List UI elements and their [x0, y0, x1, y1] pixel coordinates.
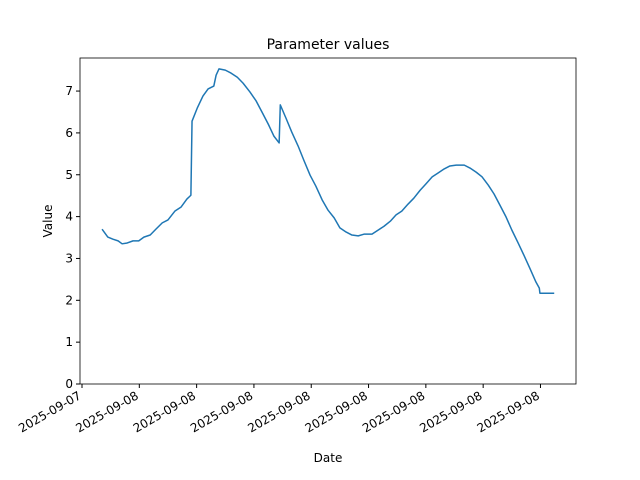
x-axis-label: Date	[314, 451, 343, 465]
x-tick-label: 2025-09-08	[303, 388, 370, 435]
x-tick-label: 2025-09-08	[360, 388, 427, 435]
y-tick-label: 0	[65, 377, 73, 391]
y-tick-label: 4	[65, 210, 73, 224]
x-tick-label: 2025-09-08	[131, 388, 198, 435]
x-tick-label: 2025-09-08	[417, 388, 484, 435]
y-tick-label: 5	[65, 168, 73, 182]
x-tick-label: 2025-09-08	[245, 388, 312, 435]
y-tick-label: 3	[65, 251, 73, 265]
y-tick-label: 7	[65, 84, 73, 98]
x-tick-label: 2025-09-08	[188, 388, 255, 435]
chart-title: Parameter values	[267, 37, 390, 53]
y-axis-label: Value	[41, 205, 55, 238]
y-tick-label: 6	[65, 126, 73, 140]
plot-frame	[79, 57, 577, 385]
x-tick-label: 2025-09-08	[475, 388, 542, 435]
data-line	[101, 68, 555, 294]
x-tick-label: 2025-09-08	[73, 388, 140, 435]
x-tick-label: 2025-09-07	[16, 388, 83, 435]
y-tick-label: 2	[65, 293, 73, 307]
y-tick-label: 1	[65, 335, 73, 349]
